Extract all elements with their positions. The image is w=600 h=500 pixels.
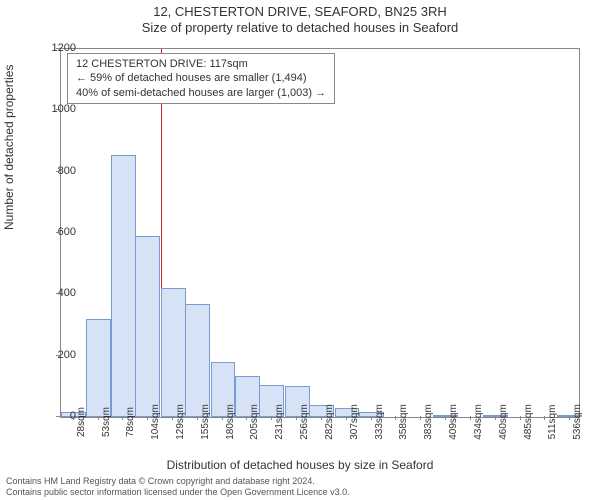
x-tick-mark: [197, 416, 198, 420]
chart-plot-area: 12 CHESTERTON DRIVE: 117sqm ← 59% of det…: [60, 48, 580, 418]
x-tick-mark: [520, 416, 521, 420]
info-line1: 12 CHESTERTON DRIVE: 117sqm: [76, 57, 326, 71]
x-tick-label: 104sqm: [150, 404, 161, 440]
x-tick-mark: [395, 416, 396, 420]
x-tick-mark: [420, 416, 421, 420]
copyright-notice: Contains HM Land Registry data © Crown c…: [6, 476, 350, 498]
x-tick-label: 129sqm: [175, 404, 186, 440]
x-tick-mark: [73, 416, 74, 420]
x-axis-label: Distribution of detached houses by size …: [0, 458, 600, 472]
y-tick-mark: [56, 171, 60, 172]
x-tick-mark: [346, 416, 347, 420]
x-tick-mark: [122, 416, 123, 420]
x-tick-mark: [371, 416, 372, 420]
histogram-bar: [86, 319, 111, 417]
x-tick-mark: [321, 416, 322, 420]
x-tick-label: 460sqm: [498, 404, 509, 440]
y-tick-mark: [56, 293, 60, 294]
x-tick-label: 231sqm: [274, 404, 285, 440]
y-tick-mark: [56, 355, 60, 356]
histogram-bar: [161, 288, 186, 417]
y-tick-mark: [56, 232, 60, 233]
x-tick-mark: [222, 416, 223, 420]
x-tick-label: 205sqm: [249, 404, 260, 440]
x-tick-label: 511sqm: [547, 405, 558, 440]
x-tick-mark: [147, 416, 148, 420]
info-line3: 40% of semi-detached houses are larger (…: [76, 86, 326, 100]
y-axis-label: Number of detached properties: [2, 65, 16, 230]
x-tick-label: 383sqm: [423, 404, 434, 440]
x-tick-mark: [445, 416, 446, 420]
x-tick-label: 282sqm: [324, 404, 335, 440]
histogram-bar: [111, 155, 136, 417]
x-tick-label: 333sqm: [374, 404, 385, 440]
info-box: 12 CHESTERTON DRIVE: 117sqm ← 59% of det…: [67, 53, 335, 104]
copyright-line1: Contains HM Land Registry data © Crown c…: [6, 476, 350, 487]
x-tick-mark: [271, 416, 272, 420]
title-line1: 12, CHESTERTON DRIVE, SEAFORD, BN25 3RH: [0, 4, 600, 19]
x-tick-mark: [296, 416, 297, 420]
x-tick-label: 358sqm: [398, 404, 409, 440]
x-tick-mark: [172, 416, 173, 420]
x-tick-mark: [569, 416, 570, 420]
x-tick-label: 256sqm: [299, 404, 310, 440]
x-tick-label: 28sqm: [76, 407, 87, 437]
x-tick-label: 155sqm: [200, 404, 211, 440]
x-tick-mark: [544, 416, 545, 420]
x-tick-mark: [98, 416, 99, 420]
x-tick-label: 434sqm: [473, 404, 484, 440]
copyright-line2: Contains public sector information licen…: [6, 487, 350, 498]
chart-title: 12, CHESTERTON DRIVE, SEAFORD, BN25 3RH …: [0, 0, 600, 35]
x-tick-label: 53sqm: [101, 407, 112, 437]
x-tick-mark: [470, 416, 471, 420]
x-tick-label: 78sqm: [125, 407, 136, 437]
y-tick-mark: [56, 416, 60, 417]
y-tick-mark: [56, 48, 60, 49]
histogram-bar: [135, 236, 160, 417]
title-line2: Size of property relative to detached ho…: [0, 20, 600, 35]
info-line2: ← 59% of detached houses are smaller (1,…: [76, 71, 326, 85]
histogram-bar: [185, 304, 210, 417]
x-tick-label: 180sqm: [225, 404, 236, 440]
x-tick-mark: [246, 416, 247, 420]
x-tick-label: 536sqm: [572, 404, 583, 440]
x-tick-label: 307sqm: [349, 404, 360, 440]
x-tick-label: 485sqm: [523, 404, 534, 440]
x-tick-label: 409sqm: [448, 404, 459, 440]
y-tick-mark: [56, 109, 60, 110]
x-tick-mark: [495, 416, 496, 420]
